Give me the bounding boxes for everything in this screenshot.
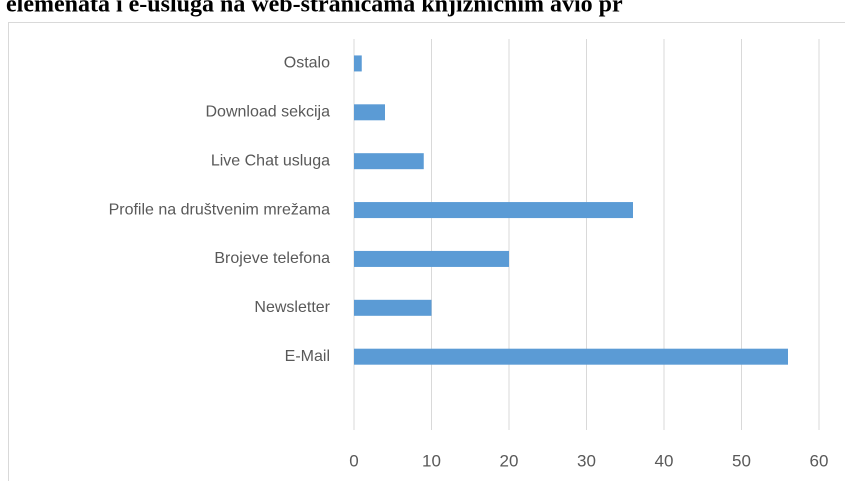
bar xyxy=(354,299,432,316)
y-tick-label: Download sekcija xyxy=(205,104,330,121)
bar xyxy=(354,55,362,72)
bar xyxy=(354,348,788,365)
y-tick-label: Newsletter xyxy=(254,299,330,316)
bar xyxy=(354,250,509,267)
x-tick-label: 20 xyxy=(500,451,519,470)
bar xyxy=(354,202,633,219)
y-tick-label: Ostalo xyxy=(284,55,330,72)
y-tick-label: Live Chat usluga xyxy=(211,152,330,169)
x-tick-label: 30 xyxy=(577,451,596,470)
x-tick-label: 50 xyxy=(732,451,751,470)
y-tick-label: Brojeve telefona xyxy=(214,250,330,267)
x-tick-label: 10 xyxy=(422,451,441,470)
y-tick-label: Profile na društvenim mrežama xyxy=(109,201,331,218)
x-tick-label: 40 xyxy=(655,451,674,470)
x-tick-label: 60 xyxy=(810,451,829,470)
bar xyxy=(354,153,424,170)
bar xyxy=(354,104,385,121)
chart-title: elemenata i e-usluga na web-stranicama k… xyxy=(6,0,623,18)
y-tick-label: E-Mail xyxy=(285,348,330,365)
x-tick-label: 0 xyxy=(349,451,358,470)
